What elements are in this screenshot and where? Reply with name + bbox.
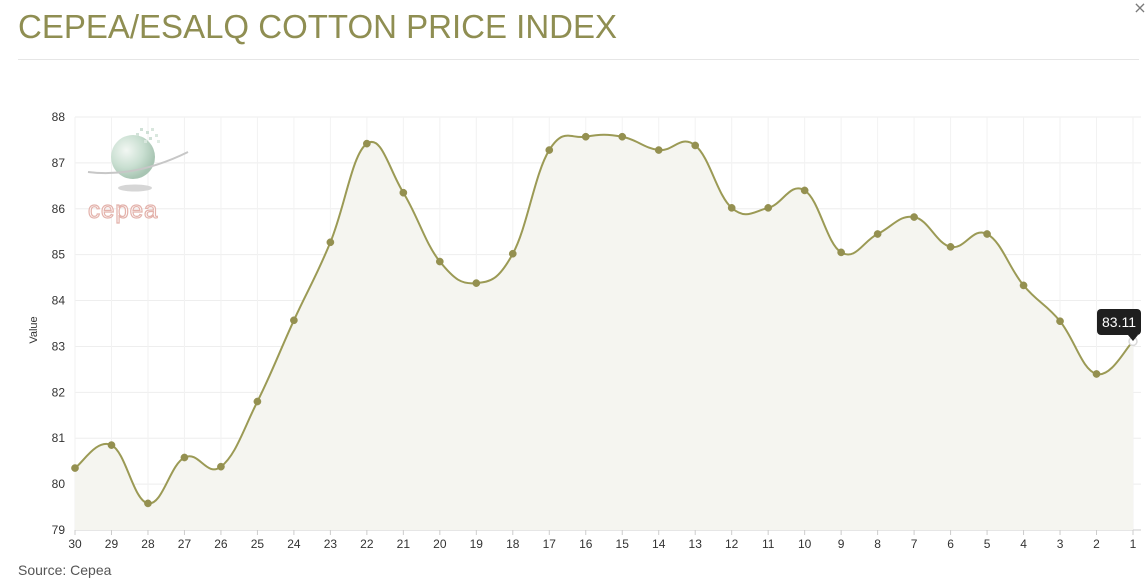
x-tick-label: 24 — [287, 537, 301, 551]
x-tick-label: 30 — [68, 537, 82, 551]
x-tick-label: 3 — [1057, 537, 1064, 551]
data-point[interactable] — [618, 132, 627, 141]
data-point[interactable] — [946, 243, 955, 251]
data-point[interactable] — [363, 139, 371, 148]
data-points — [71, 132, 1138, 508]
data-point[interactable] — [654, 146, 663, 154]
y-tick-label: 83 — [52, 339, 66, 353]
logo-orbit-shape — [87, 151, 189, 175]
y-tick-label: 86 — [52, 202, 66, 216]
tooltip-box — [1097, 309, 1141, 335]
x-tick-label: 20 — [433, 537, 447, 551]
data-point[interactable] — [508, 249, 517, 258]
data-point[interactable] — [180, 453, 189, 462]
x-tick-label: 17 — [543, 537, 557, 551]
y-tick-label: 80 — [52, 477, 66, 491]
x-tick-label: 4 — [1020, 537, 1027, 551]
data-point[interactable] — [144, 499, 152, 508]
data-point[interactable] — [217, 462, 225, 471]
header-divider — [18, 59, 1139, 60]
y-tick-label: 88 — [52, 110, 66, 124]
y-tick-label: 84 — [52, 294, 66, 308]
logo-shadow-shape — [118, 184, 152, 192]
page-title: CEPEA/ESALQ COTTON PRICE INDEX — [18, 8, 618, 45]
x-tick-label: 12 — [725, 537, 739, 551]
data-point[interactable] — [910, 213, 918, 221]
x-tick-label: 13 — [689, 537, 703, 551]
data-point[interactable] — [472, 279, 481, 287]
data-point[interactable] — [399, 188, 408, 197]
y-tick-label: 79 — [52, 523, 66, 537]
x-tick-label: 7 — [911, 537, 918, 551]
source-note: Source: Cepea — [18, 562, 112, 578]
data-point[interactable] — [435, 257, 444, 266]
data-point[interactable] — [107, 441, 116, 449]
data-point[interactable] — [1019, 281, 1028, 290]
data-point[interactable] — [1056, 317, 1064, 326]
x-tick-label: 25 — [251, 537, 265, 551]
y-tick-label: 87 — [52, 156, 66, 170]
y-tick-label: 85 — [52, 248, 66, 262]
y-axis-ticks: 79 80 81 82 83 84 85 86 87 88 — [52, 110, 66, 537]
x-tick-label: 16 — [579, 537, 593, 551]
cepea-logo: cepea — [87, 128, 189, 225]
x-tick-label: 14 — [652, 537, 666, 551]
data-point[interactable] — [253, 397, 262, 406]
data-point[interactable] — [727, 204, 736, 212]
data-point[interactable] — [764, 204, 773, 212]
x-tick-label: 1 — [1130, 537, 1137, 551]
x-tick-label: 2 — [1093, 537, 1100, 551]
x-tick-label: 28 — [141, 537, 155, 551]
tooltip-arrow-shape — [1128, 335, 1138, 341]
tooltip-value: 83.11 — [1102, 314, 1136, 330]
data-point[interactable] — [983, 230, 991, 238]
x-tick-label: 19 — [470, 537, 484, 551]
data-point[interactable] — [71, 464, 79, 472]
y-tick-label: 82 — [52, 385, 66, 399]
y-tick-label: 81 — [52, 431, 66, 445]
x-tick-label: 15 — [616, 537, 630, 551]
x-tick-label: 9 — [838, 537, 845, 551]
close-button[interactable]: × — [1133, 0, 1147, 17]
data-point[interactable] — [290, 316, 298, 325]
y-axis-label: Value — [28, 316, 40, 343]
data-point[interactable] — [873, 230, 882, 238]
x-tick-label: 6 — [947, 537, 954, 551]
data-point[interactable] — [837, 248, 845, 257]
data-point[interactable] — [581, 132, 590, 141]
x-tick-label: 23 — [324, 537, 338, 551]
logo-text: cepea — [88, 197, 158, 224]
x-axis-ticks: 30 29 28 27 26 25 24 23 22 21 20 19 18 17 16 15 14 13 12 11… — [68, 537, 1136, 551]
x-tick-label: 8 — [874, 537, 881, 551]
x-tick-label: 21 — [397, 537, 411, 551]
x-tick-label: 10 — [798, 537, 812, 551]
x-tick-label: 26 — [214, 537, 228, 551]
x-tick-label: 11 — [762, 537, 775, 551]
x-tick-label: 27 — [178, 537, 192, 551]
x-tick-label: 18 — [506, 537, 520, 551]
data-point[interactable] — [326, 238, 335, 247]
data-point[interactable] — [800, 186, 809, 195]
tooltip: 83.11 — [1097, 309, 1141, 341]
x-tick-label: 22 — [360, 537, 374, 551]
data-point[interactable] — [691, 141, 700, 150]
data-point[interactable] — [1092, 370, 1101, 378]
x-tick-label: 29 — [105, 537, 119, 551]
data-point[interactable] — [545, 146, 554, 154]
chart-area-fill — [75, 134, 1133, 530]
x-tick-label: 5 — [984, 537, 991, 551]
